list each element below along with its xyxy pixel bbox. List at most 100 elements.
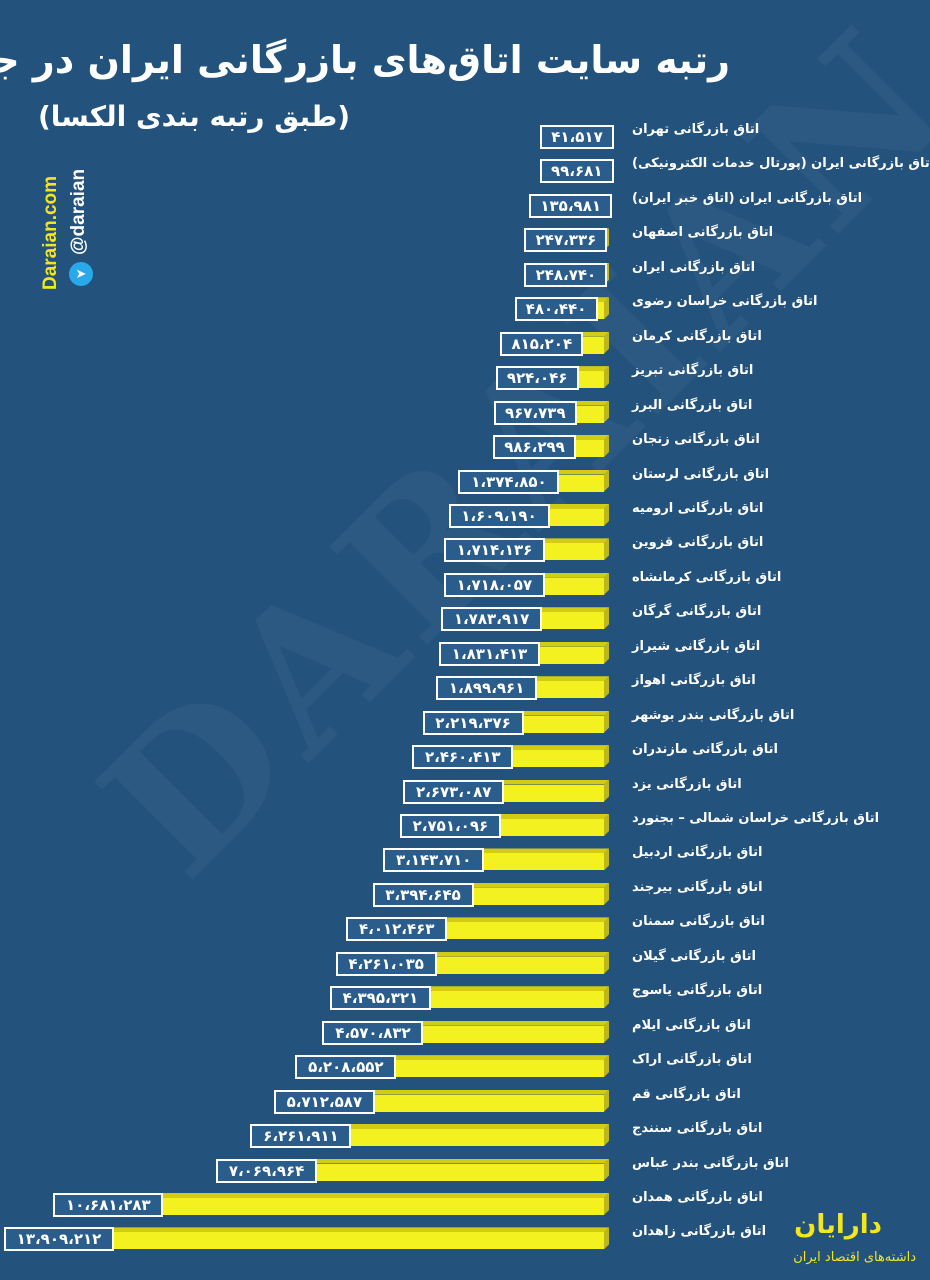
value-label: ۱،۸۹۹،۹۶۱ <box>436 676 538 701</box>
category-label: اتاق بازرگانی گرگان <box>632 604 762 620</box>
value-label: ۴،۳۹۵،۳۲۱ <box>329 986 431 1011</box>
bar-side-face <box>604 366 609 389</box>
bar-side-face <box>604 1089 609 1112</box>
value-label: ۲،۲۱۹،۳۷۶ <box>422 710 524 735</box>
category-label: اتاق بازرگانی قم <box>632 1086 741 1102</box>
value-label: ۵،۷۱۲،۵۸۷ <box>273 1089 375 1114</box>
category-label: اتاق بازرگانی ایران (اتاق خبر ایران) <box>632 190 863 206</box>
value-label: ۲۴۸،۷۴۰ <box>524 262 608 287</box>
bar <box>535 508 604 526</box>
page-subtitle: (طبق رتبه بندی الکسا) <box>38 100 351 133</box>
bar-top-face <box>308 1159 609 1164</box>
bar <box>422 956 604 974</box>
category-label: اتاق بازرگانی بندر عباس <box>632 1155 789 1171</box>
category-label: اتاق بازرگانی کرمانشاه <box>632 569 782 585</box>
bar-top-face <box>495 780 609 785</box>
value-label: ۲،۶۷۳،۰۸۷ <box>403 779 505 804</box>
value-label: ۸۱۵،۲۰۴ <box>500 331 584 356</box>
value-label: ۶،۲۶۱،۹۱۱ <box>250 1124 352 1149</box>
bar-side-face <box>604 1055 609 1078</box>
bar-side-face <box>604 607 609 630</box>
brand-logo-text: دارایان <box>794 1210 882 1240</box>
value-label: ۱،۷۱۸،۰۵۷ <box>443 572 545 597</box>
category-label: اتاق بازرگانی مازندران <box>632 742 778 758</box>
category-label: اتاق بازرگانی اهواز <box>632 673 756 689</box>
bar-top-face <box>533 607 609 612</box>
bar-side-face <box>604 331 609 354</box>
category-label: اتاق بازرگانی ارومیه <box>632 500 764 516</box>
bar-top-face <box>567 435 609 440</box>
bar-side-face <box>604 1227 609 1250</box>
category-label: اتاق بازرگانی اراک <box>632 1052 752 1068</box>
value-label: ۱،۸۳۱،۴۱۳ <box>439 641 541 666</box>
telegram-icon: ➤ <box>69 262 93 286</box>
bar-top-face <box>17 1227 609 1232</box>
category-label: اتاق بازرگانی اصفهان <box>632 225 774 241</box>
category-label: اتاق بازرگانی سنندج <box>632 1121 763 1137</box>
bar-side-face <box>604 848 609 871</box>
bar <box>303 1163 604 1181</box>
bar-side-face <box>604 745 609 768</box>
bar-side-face <box>604 400 609 423</box>
bar-side-face <box>604 951 609 974</box>
bar-top-face <box>589 297 609 302</box>
bar-top-face <box>342 1124 609 1129</box>
bar-side-face <box>604 779 609 802</box>
bar-top-face <box>366 1090 609 1095</box>
bar <box>526 646 604 664</box>
category-label: اتاق بازرگانی ایلام <box>632 1017 751 1033</box>
bar-side-face <box>604 917 609 940</box>
bar-top-face <box>492 814 609 819</box>
value-label: ۱،۶۰۹،۱۹۰ <box>448 503 550 528</box>
category-label: اتاق بازرگانی تهران <box>632 122 760 137</box>
bar-top-face <box>550 470 609 475</box>
value-label: ۵،۲۰۸،۵۵۲ <box>295 1055 397 1080</box>
value-label: ۱۰،۶۸۱،۲۸۳ <box>53 1192 164 1217</box>
value-label: ۴۸۰،۴۴۰ <box>514 297 598 322</box>
bar-top-face <box>536 573 609 578</box>
bar <box>409 1025 604 1043</box>
value-label: ۴،۲۶۱،۰۳۵ <box>335 951 437 976</box>
category-label: اتاق بازرگانی زنجان <box>632 432 760 448</box>
bar-top-face <box>414 1021 609 1026</box>
category-label: اتاق بازرگانی خراسان رضوی <box>632 294 818 310</box>
bar-side-face <box>604 435 609 458</box>
bar-top-face <box>387 1055 609 1060</box>
category-label: اتاق بازرگانی یاسوج <box>632 983 763 999</box>
category-label: اتاق بازرگانی ایران (پورتال خدمات الکترو… <box>632 156 930 172</box>
category-label: اتاق بازرگانی سمنان <box>632 914 765 930</box>
value-label: ۷،۰۶۹،۹۶۴ <box>216 1158 318 1183</box>
bar-top-face <box>438 917 609 922</box>
bar-side-face <box>604 1158 609 1181</box>
bar-side-face <box>604 986 609 1009</box>
bar-side-face <box>604 297 609 320</box>
bar <box>486 819 604 836</box>
bar <box>499 750 604 768</box>
category-label: اتاق بازرگانی ایران <box>632 259 756 275</box>
bar-top-face <box>428 952 609 957</box>
category-label: اتاق بازرگانی کرمان <box>632 328 762 344</box>
bar-side-face <box>604 882 609 905</box>
value-label: ۱،۷۱۴،۱۳۶ <box>444 538 546 563</box>
value-label: ۲،۷۵۱،۰۹۶ <box>399 814 501 838</box>
bar <box>509 715 604 733</box>
value-label: ۱۳۵،۹۸۱ <box>529 193 613 218</box>
bar-top-face <box>154 1193 609 1198</box>
bar <box>337 1129 604 1147</box>
category-label: اتاق بازرگانی البرز <box>632 397 753 413</box>
value-label: ۳،۱۴۳،۷۱۰ <box>383 848 485 873</box>
bar-top-face <box>531 642 609 647</box>
bar <box>149 1197 604 1215</box>
value-label: ۱۳،۹۰۹،۲۱۲ <box>4 1227 114 1252</box>
category-label: اتاق بازرگانی لرستان <box>632 466 770 482</box>
bar-top-face <box>475 848 609 853</box>
bar-side-face <box>604 710 609 733</box>
bar-top-face <box>541 504 609 509</box>
value-label: ۲،۴۶۰،۴۱۳ <box>412 745 514 770</box>
category-label: اتاق بازرگانی همدان <box>632 1189 763 1205</box>
value-label: ۴،۰۱۲،۴۶۳ <box>346 917 448 942</box>
bar <box>360 1094 604 1112</box>
bar-side-face <box>604 503 609 526</box>
